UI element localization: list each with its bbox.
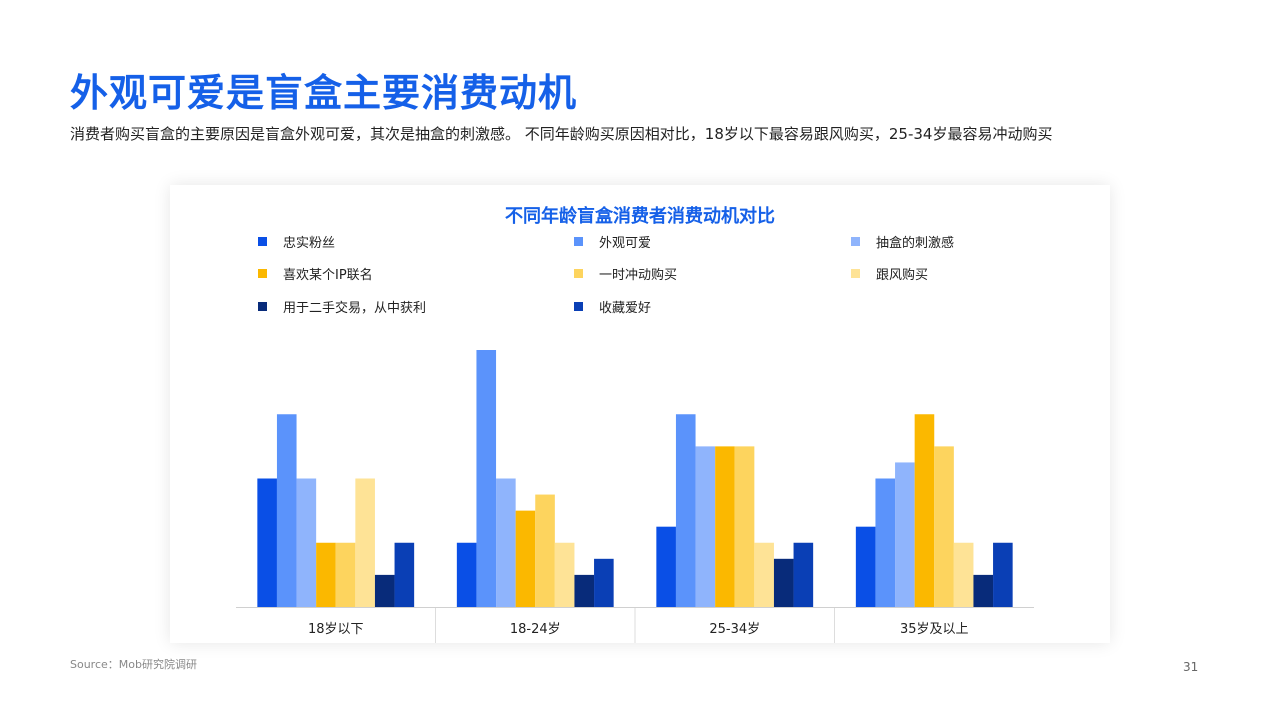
x-tick-label: 25-34岁 [709, 622, 760, 637]
bar [257, 478, 277, 607]
bar [953, 542, 974, 607]
x-tick-label: 35岁及以上 [900, 622, 969, 637]
bar [394, 542, 415, 607]
bar [715, 446, 735, 608]
bar [335, 542, 356, 607]
bar [675, 414, 696, 607]
bar [515, 510, 536, 608]
page-subtitle: 消费者购买盲盒的主要原因是盲盒外观可爱，其次是抽盒的刺激感。 不同年龄购买原因相… [70, 125, 1053, 143]
legend-swatch [574, 269, 583, 278]
source-note: Source：Mob研究院调研 [70, 658, 197, 671]
page-number: 31 [1183, 660, 1199, 674]
bar [855, 526, 876, 607]
legend-item: 收藏爱好 [574, 297, 651, 316]
bar [875, 478, 896, 607]
legend-swatch [258, 302, 267, 311]
legend-swatch [851, 269, 860, 278]
bar [574, 574, 595, 608]
bar [793, 542, 814, 607]
legend-item: 一时冲动购买 [574, 264, 677, 283]
bar [734, 446, 755, 608]
bar [754, 542, 774, 607]
legend-item: 用于二手交易，从中获利 [258, 297, 426, 316]
bar [276, 414, 297, 607]
bar [656, 526, 676, 607]
bar [456, 542, 477, 607]
bar [355, 478, 375, 607]
legend-swatch [851, 237, 860, 246]
bar [695, 446, 716, 608]
bar [895, 462, 915, 607]
legend-label: 抽盒的刺激感 [876, 236, 955, 251]
bar [914, 414, 935, 607]
x-tick-label: 18-24岁 [510, 622, 561, 637]
legend-label: 用于二手交易，从中获利 [283, 301, 427, 316]
bar [594, 558, 614, 607]
legend-item: 外观可爱 [574, 232, 651, 251]
bar-chart: 18岁以下 18-24岁 25-34岁 35岁及以上 [236, 350, 1034, 643]
legend-label: 跟风购买 [876, 268, 929, 283]
legend-swatch [258, 237, 267, 246]
legend-label: 一时冲动购买 [599, 268, 678, 283]
bar [934, 446, 954, 608]
chart-title: 不同年龄盲盒消费者消费动机对比 [505, 206, 775, 227]
legend-item: 抽盒的刺激感 [851, 232, 954, 251]
bar [374, 574, 395, 608]
legend-swatch [574, 302, 583, 311]
page-title: 外观可爱是盲盒主要消费动机 [70, 71, 578, 115]
legend-label: 收藏爱好 [599, 301, 652, 316]
bar [496, 478, 516, 607]
chart-card: 不同年龄盲盒消费者消费动机对比 忠实粉丝 外观可爱 抽盒的刺激感喜欢某个IP联名 一时… [170, 185, 1110, 643]
legend-item: 跟风购买 [851, 264, 928, 283]
bar [973, 574, 994, 608]
x-tick-label: 18岁以下 [308, 622, 364, 637]
legend-label: 外观可爱 [599, 236, 652, 251]
legend-item: 忠实粉丝 [258, 232, 335, 251]
bar [316, 542, 336, 607]
bar [993, 542, 1013, 607]
legend-swatch [258, 269, 267, 278]
bar [554, 542, 575, 607]
chart-legend: 忠实粉丝 外观可爱 抽盒的刺激感喜欢某个IP联名 一时冲动购买 跟风购买用于二手交易，从… [170, 185, 1110, 335]
legend-swatch [574, 237, 583, 246]
legend-item: 喜欢某个IP联名 [258, 264, 373, 283]
legend-label: 喜欢某个IP联名 [283, 268, 373, 283]
bar [773, 558, 794, 607]
bar [296, 478, 317, 607]
bar [476, 350, 497, 607]
legend-label: 忠实粉丝 [283, 236, 336, 251]
bar [535, 494, 555, 607]
